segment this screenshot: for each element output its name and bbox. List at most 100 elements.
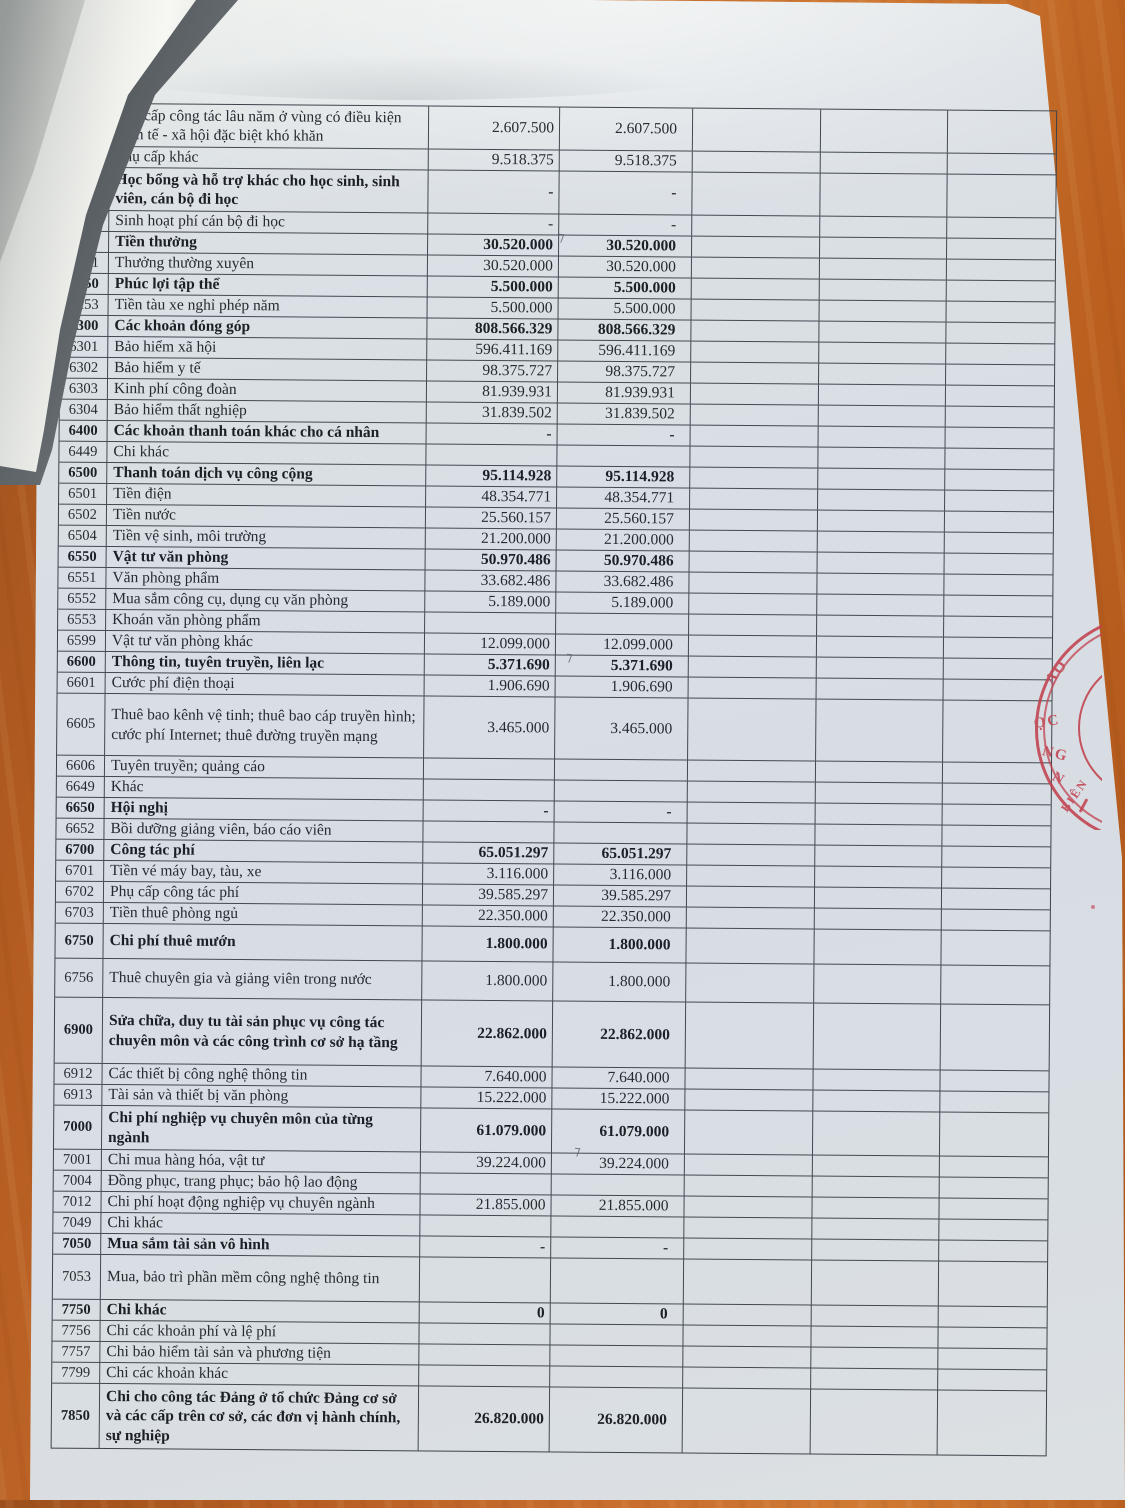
description-cell: Văn phòng phẩm: [106, 567, 426, 591]
empty-cell: [939, 1307, 1043, 1328]
code-cell: 6912: [54, 1063, 103, 1084]
description-cell: Chi phí thuê mướn: [103, 923, 423, 961]
amount2-cell: 39.224.000: [551, 1153, 685, 1175]
empty-cell: [691, 362, 820, 384]
empty-cell: [691, 299, 820, 321]
code-cell: 7050: [53, 1233, 102, 1254]
description-cell: Chi các khoản khác: [100, 1362, 420, 1386]
description-cell: Tiền nước: [106, 504, 427, 528]
amount1-cell: 30.520.000: [428, 234, 560, 256]
empty-cell: [811, 1326, 939, 1348]
amount2-cell: 61.079.000: [551, 1109, 686, 1154]
amount2-cell: 33.682.486: [556, 571, 690, 593]
amount2-cell: 9.518.375: [559, 150, 693, 172]
empty-cell: [682, 1388, 812, 1454]
empty-cell: [815, 803, 943, 825]
empty-cell: [945, 491, 1049, 512]
empty-cell: [940, 1113, 1044, 1157]
stamp-outer-ring: [1035, 618, 1102, 830]
empty-cell: [687, 760, 817, 782]
description-cell: Bảo hiểm xã hội: [108, 336, 428, 360]
amount1-cell: 33.682.486: [425, 570, 557, 592]
empty-cell: [684, 1110, 814, 1155]
empty-cell: [814, 908, 942, 930]
amount2-cell: 1.800.000: [553, 927, 687, 963]
empty-cell: [685, 1068, 814, 1090]
empty-cell: [942, 847, 1046, 868]
amount1-cell: 12.099.000: [424, 633, 557, 655]
description-cell: Thuê bao kênh vệ tinh; thuê bao cáp truy…: [105, 693, 425, 758]
description-cell: Tiền thưởng: [109, 232, 429, 255]
amount1-cell: 9.518.375: [428, 149, 560, 171]
description-cell: Sửa chữa, duy tu tài sản phục vụ công tá…: [102, 997, 423, 1066]
description-cell: Khác: [104, 776, 424, 800]
amount1-cell: [420, 1173, 552, 1195]
empty-cell: [945, 554, 1049, 575]
description-cell: Mua sắm công cụ, dụng cụ văn phòng: [106, 588, 426, 612]
empty-cell: [812, 1218, 940, 1240]
amount1-cell: 65.051.297: [423, 842, 555, 864]
description-cell: Tiền vệ sinh, môi trường: [106, 525, 426, 549]
empty-cell: [688, 698, 817, 761]
amount2-cell: 3.465.000: [555, 697, 689, 760]
amount1-cell: [426, 444, 558, 466]
description-cell: Học bổng và hỗ trợ khác cho học sinh, si…: [109, 168, 429, 213]
code-cell: 7799: [52, 1362, 101, 1383]
empty-cell: [689, 614, 818, 636]
empty-cell: [938, 1370, 1042, 1391]
empty-cell: [946, 428, 1050, 449]
amount2-cell: 1.906.690: [555, 676, 689, 698]
amount2-cell: 808.566.329: [558, 319, 692, 341]
table-row: 6900 Sửa chữa, duy tu tài sản phục vụ côn…: [54, 997, 1050, 1072]
empty-cell: [684, 1217, 813, 1239]
code-cell: 7750: [52, 1299, 101, 1320]
empty-cell: [692, 172, 821, 216]
amount1-cell: 3.116.000: [423, 863, 555, 885]
amount1-cell: 808.566.329: [427, 318, 559, 340]
amount2-cell: 25.560.157: [556, 508, 691, 530]
code-cell: 7757: [52, 1341, 101, 1362]
amount2-cell: 39.585.297: [553, 885, 688, 907]
amount1-cell: 21.855.000: [420, 1194, 552, 1216]
empty-cell: [820, 173, 948, 217]
empty-cell: [817, 531, 945, 553]
empty-cell: [941, 1005, 1046, 1071]
code-cell: 6700: [56, 839, 105, 860]
empty-cell: [689, 572, 818, 594]
empty-cell: [690, 404, 819, 426]
empty-cell: [812, 1155, 940, 1177]
empty-cell: [690, 488, 819, 510]
empty-cell: [819, 258, 947, 280]
code-cell: 6303: [59, 378, 109, 399]
empty-cell: [689, 551, 818, 573]
amount1-cell: 22.350.000: [422, 905, 554, 927]
empty-cell: [938, 1328, 1042, 1349]
code-cell: 6750: [55, 923, 104, 958]
amount1-cell: 81.939.931: [426, 381, 559, 403]
empty-cell: [819, 300, 947, 322]
amount2-cell: 7.640.000: [552, 1067, 686, 1089]
table-row: 7053 Mua, bảo trì phần mềm công nghệ thôn…: [52, 1254, 1048, 1308]
empty-cell: [811, 1305, 939, 1327]
amount2-cell: [554, 759, 689, 781]
empty-cell: [945, 470, 1049, 491]
amount1-cell: 26.820.000: [418, 1386, 551, 1452]
empty-cell: [940, 1092, 1044, 1113]
amount1-cell: 1.906.690: [424, 675, 556, 697]
code-cell: 6449: [59, 441, 108, 462]
description-cell: Thanh toán dịch vụ công cộng: [107, 462, 427, 486]
amount2-cell: 50.970.486: [556, 550, 690, 572]
empty-cell: [815, 761, 944, 783]
amount1-cell: 5.189.000: [425, 591, 557, 613]
amount2-cell: 21.855.000: [551, 1195, 685, 1217]
amount2-cell: 21.200.000: [556, 529, 690, 551]
empty-cell: [813, 1069, 941, 1091]
description-cell: Chi các khoản phí và lệ phí: [100, 1320, 420, 1344]
code-cell: 6701: [56, 860, 105, 881]
description-cell: Phụ cấp khác: [109, 147, 429, 170]
empty-cell: [811, 1260, 940, 1306]
amount1-cell: 22.862.000: [421, 1000, 554, 1067]
amount1-cell: 48.354.771: [426, 486, 558, 508]
empty-cell: [690, 425, 819, 447]
